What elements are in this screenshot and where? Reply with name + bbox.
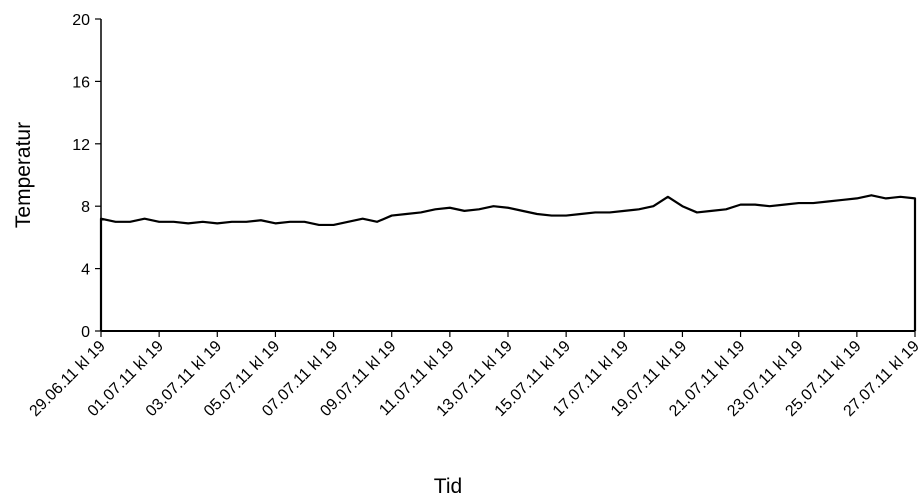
y-tick-label: 4 (81, 262, 90, 279)
y-tick-label: 20 (72, 12, 90, 29)
y-tick-label: 0 (81, 324, 90, 341)
temperature-series-line (99, 194, 917, 331)
series-group (99, 194, 917, 331)
y-tick-label: 16 (72, 74, 90, 91)
y-axis-ticks: 0 4 8 12 16 20 (72, 12, 101, 341)
y-axis-title: Temperatur (12, 122, 35, 228)
y-tick-label: 12 (72, 137, 90, 154)
y-tick-label: 8 (81, 199, 90, 216)
x-axis-title: Tid (434, 475, 462, 498)
